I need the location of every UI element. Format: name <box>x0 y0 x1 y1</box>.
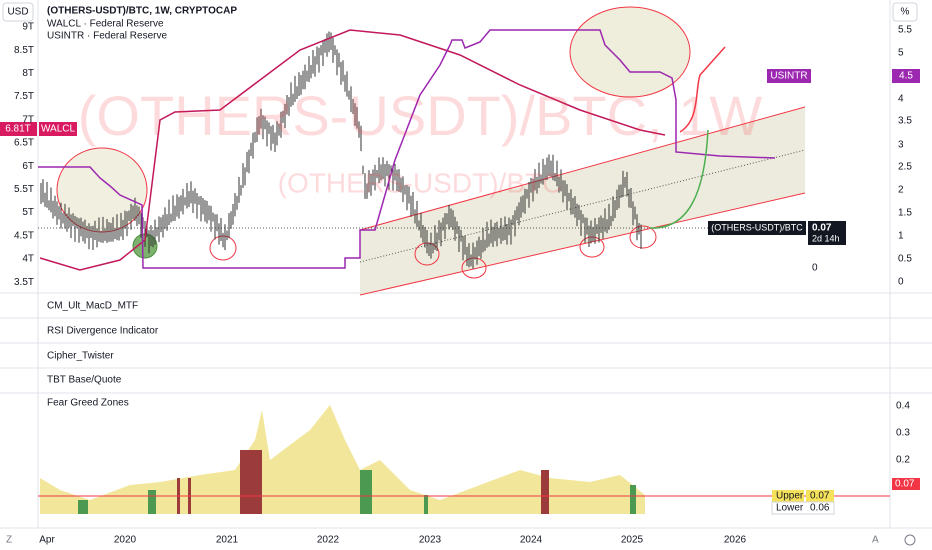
settings-icon[interactable] <box>904 534 916 546</box>
usintr-line <box>38 29 776 269</box>
time-axis-label: 2024 <box>520 535 543 546</box>
right-axis-label: 0 <box>898 277 904 288</box>
left-axis-label: 5.5T <box>14 184 34 195</box>
right-axis-label: 3.5 <box>898 116 912 127</box>
time-axis-label: Apr <box>39 535 55 546</box>
currency-label[interactable]: USD <box>7 7 28 18</box>
pane-title: CM_Ult_MacD_MTF <box>47 301 138 312</box>
countdown: 2d 14h <box>812 233 840 243</box>
currency-button[interactable] <box>2 2 34 22</box>
usintr-name-tag <box>767 69 811 83</box>
percent-label[interactable]: % <box>901 7 910 18</box>
price-name: (OTHERS-USDT)/BTC <box>711 222 803 232</box>
pane-title: Cipher_Twister <box>47 351 114 362</box>
walcl-name: WALCL <box>41 124 76 135</box>
left-axis-label: 6T <box>22 161 34 172</box>
pane-axis-label: 0.2 <box>896 455 910 466</box>
usintr-name: USINTR <box>770 71 807 82</box>
right-axis-label: 3 <box>898 140 904 151</box>
upper-label: Upper <box>776 491 804 502</box>
inner-zero: 0 <box>812 263 818 274</box>
lower-tag <box>771 501 835 515</box>
pane-separators <box>0 0 932 529</box>
right-axis-label: 1 <box>898 231 904 242</box>
upper-value: 0.07 <box>810 491 830 502</box>
zone-bar <box>360 470 372 514</box>
left-axis-label: 7T <box>22 114 34 125</box>
time-axis-label: 2021 <box>216 535 239 546</box>
time-axis-label: 2025 <box>621 535 644 546</box>
pane-axis-label: 0.3 <box>896 428 910 439</box>
watermark: (OTHERS-USDT)/BTC, 1W <box>78 84 763 147</box>
price-tag <box>808 221 846 245</box>
usintr-tag <box>892 69 920 83</box>
right-axis-label: 5 <box>898 48 904 59</box>
walcl-tag <box>0 122 37 136</box>
time-axis-label: 2020 <box>114 535 137 546</box>
right-axis-label: 2.5 <box>898 162 912 173</box>
left-axis-label: 8T <box>22 68 34 79</box>
current-value: 0.07 <box>895 479 915 490</box>
walcl-value: 6.81T <box>5 124 31 135</box>
lower-label: Lower <box>776 503 804 514</box>
left-axis-label: 8.5T <box>14 45 34 56</box>
zone-bar <box>148 490 156 514</box>
right-axis-label: 4 <box>898 94 904 105</box>
left-axis-label: 4.5T <box>14 230 34 241</box>
watermark-sub: (OTHERS-USDT)/BTC <box>278 167 563 198</box>
pane-title: Fear Greed Zones <box>47 398 129 409</box>
lower-value: 0.06 <box>810 503 830 514</box>
walcl-name-tag <box>39 122 77 136</box>
channel-lower <box>359 192 806 296</box>
pane-axis-label: 0.4 <box>896 401 910 412</box>
right-axis-label: 2 <box>898 185 904 196</box>
zone-bar <box>240 450 262 514</box>
left-axis-label: 5T <box>22 207 34 218</box>
projection <box>649 129 709 229</box>
time-axis-label: 2022 <box>317 535 340 546</box>
pane-title: TBT Base/Quote <box>47 375 122 386</box>
right-axis-label: 1.5 <box>898 208 912 219</box>
zone-bar <box>541 470 549 514</box>
legend-item: USINTR · Federal Reserve <box>47 31 167 42</box>
left-axis-label: 7.5T <box>14 91 34 102</box>
left-axis-label: 6.5T <box>14 138 34 149</box>
fear-greed-area <box>40 405 645 514</box>
projection <box>679 46 726 133</box>
legend-item: WALCL · Federal Reserve <box>47 19 164 30</box>
zone-bar <box>630 485 636 514</box>
channel-upper <box>359 106 806 231</box>
footer-right[interactable]: A <box>872 535 879 546</box>
time-axis-label: 2023 <box>419 535 442 546</box>
time-axis-label: 2026 <box>724 535 747 546</box>
upper-tag <box>772 490 804 502</box>
price-name-tag <box>708 221 806 235</box>
legend-title: (OTHERS-USDT)/BTC, 1W, CRYPTOCAP <box>47 6 237 17</box>
zone-bar <box>78 500 88 514</box>
current-tag <box>892 478 920 490</box>
footer-left[interactable]: Z <box>6 535 12 546</box>
left-axis-label: 3.5T <box>14 277 34 288</box>
left-axis-label: 4T <box>22 254 34 265</box>
candles <box>40 31 642 269</box>
walcl-line <box>39 29 666 271</box>
upper-value-tag <box>806 490 834 502</box>
right-axis-label: 5.5 <box>898 25 912 36</box>
pane-title: RSI Divergence Indicator <box>47 326 159 337</box>
price-value: 0.07 <box>812 223 832 234</box>
zone-bar <box>424 495 428 514</box>
usintr-value: 4.5 <box>899 71 913 82</box>
percent-button[interactable] <box>892 2 918 22</box>
right-axis-label: 0.5 <box>898 254 912 265</box>
left-axis-label: 9T <box>22 22 34 33</box>
